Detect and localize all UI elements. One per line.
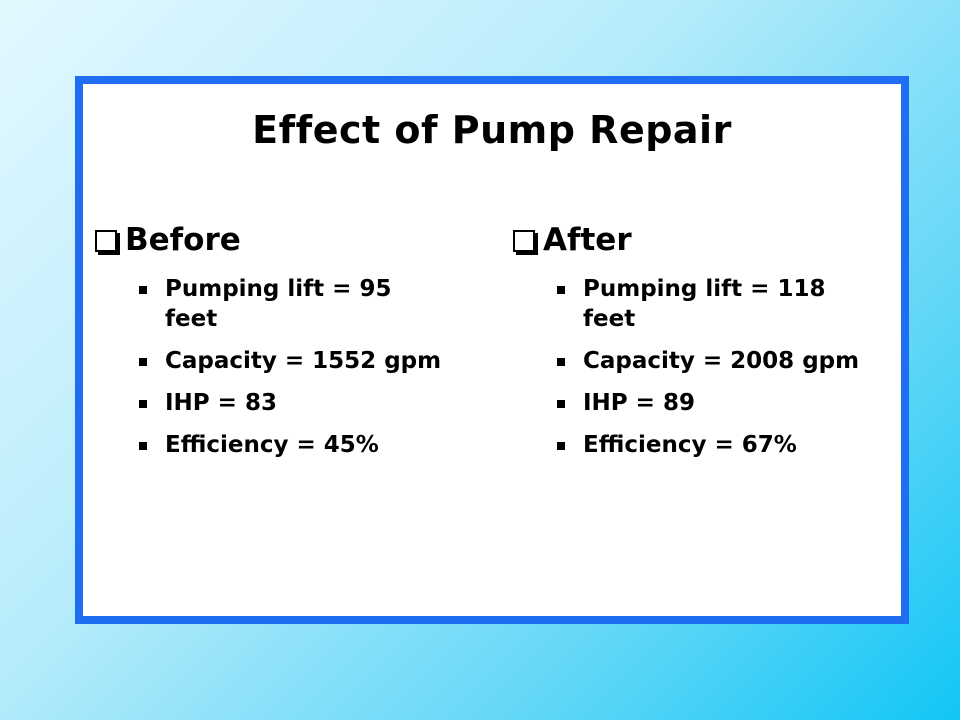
checkbox-square-icon <box>95 230 117 252</box>
before-ihp: IHP = 83 <box>165 390 277 416</box>
after-heading: After <box>513 220 873 260</box>
square-bullet-icon <box>557 286 565 294</box>
after-column: After Pumping lift = 118 feet Capacity =… <box>513 220 873 472</box>
after-efficiency: Efficiency = 67% <box>583 432 797 458</box>
square-bullet-icon <box>557 442 565 450</box>
before-list: Pumping lift = 95 feet Capacity = 1552 g… <box>95 274 455 460</box>
after-list: Pumping lift = 118 feet Capacity = 2008 … <box>513 274 873 460</box>
before-heading-label: Before <box>125 222 241 258</box>
after-capacity: Capacity = 2008 gpm <box>583 348 860 374</box>
after-heading-label: After <box>543 222 632 258</box>
before-heading: Before <box>95 220 455 260</box>
before-capacity: Capacity = 1552 gpm <box>165 348 442 374</box>
list-item: Pumping lift = 118 feet <box>557 274 873 334</box>
square-bullet-icon <box>139 400 147 408</box>
list-item: Efficiency = 45% <box>139 430 455 460</box>
square-bullet-icon <box>557 400 565 408</box>
list-item: Efficiency = 67% <box>557 430 873 460</box>
list-item: Capacity = 1552 gpm <box>139 346 455 376</box>
after-ihp: IHP = 89 <box>583 390 695 416</box>
before-pumping-lift: Pumping lift = 95 feet <box>165 276 392 332</box>
square-bullet-icon <box>139 442 147 450</box>
list-item: Capacity = 2008 gpm <box>557 346 873 376</box>
list-item: IHP = 83 <box>139 388 455 418</box>
square-bullet-icon <box>557 358 565 366</box>
slide-title: Effect of Pump Repair <box>252 108 732 152</box>
slide-frame: Effect of Pump Repair Before Pumping lif… <box>75 76 909 624</box>
checkbox-square-icon <box>513 230 535 252</box>
before-column: Before Pumping lift = 95 feet Capacity =… <box>95 220 455 472</box>
list-item: Pumping lift = 95 feet <box>139 274 455 334</box>
before-efficiency: Efficiency = 45% <box>165 432 379 458</box>
square-bullet-icon <box>139 286 147 294</box>
square-bullet-icon <box>139 358 147 366</box>
list-item: IHP = 89 <box>557 388 873 418</box>
after-pumping-lift: Pumping lift = 118 feet <box>583 276 826 332</box>
